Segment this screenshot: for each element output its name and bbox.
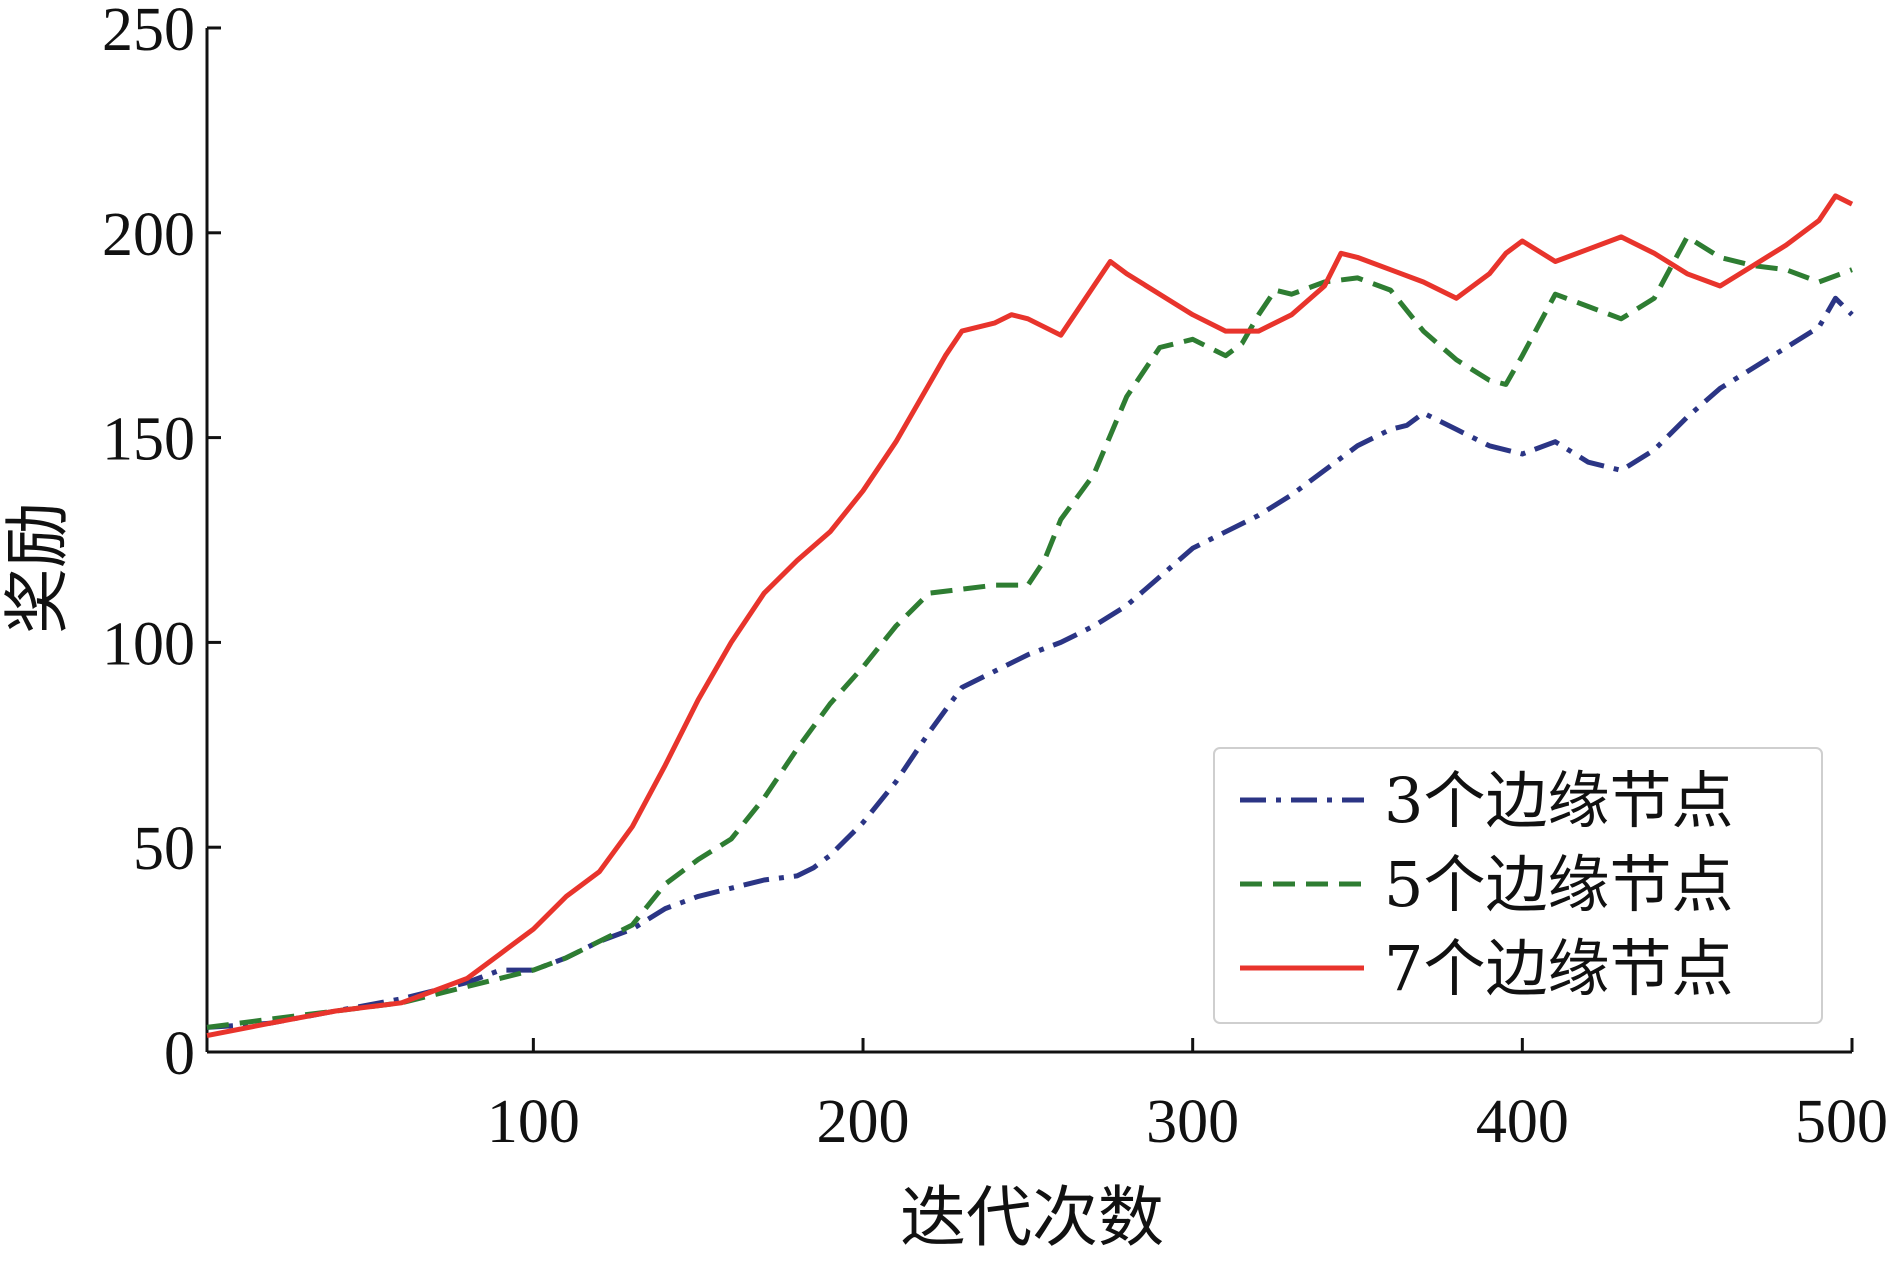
legend-box — [1213, 747, 1823, 1024]
series-line-2 — [206, 234, 1853, 1030]
x-tick-label: 500 — [1795, 1088, 1888, 1156]
x-tick-label: 400 — [1476, 1088, 1569, 1156]
y-tick-label: 0 — [164, 1020, 195, 1088]
x-axis-title: 迭代次数 — [900, 1179, 1164, 1256]
legend-label-3: 7个边缘节点 — [1384, 932, 1733, 1005]
legend-label-1: 3个边缘节点 — [1384, 764, 1733, 837]
x-tick-label: 200 — [817, 1088, 910, 1156]
y-tick-label: 250 — [102, 0, 195, 64]
axes — [205, 26, 1854, 1054]
y-axis-title: 奖励 — [0, 502, 76, 634]
y-tick-label: 100 — [102, 610, 195, 678]
y-tick-label: 150 — [102, 406, 195, 474]
y-tick-label: 200 — [102, 201, 195, 269]
y-tick-label: 50 — [133, 815, 195, 883]
series-lines — [206, 193, 1854, 1039]
series-line-3 — [206, 193, 1854, 1039]
legend-label-2: 5个边缘节点 — [1384, 848, 1733, 921]
legend: 3个边缘节点 5个边缘节点 7个边缘节点 — [1213, 747, 1823, 1024]
x-tick-label: 300 — [1146, 1088, 1239, 1156]
x-tick-label: 100 — [487, 1088, 580, 1156]
tick-labels: 0 50 100 150 200 250 100 200 300 400 500 — [102, 0, 1888, 1156]
